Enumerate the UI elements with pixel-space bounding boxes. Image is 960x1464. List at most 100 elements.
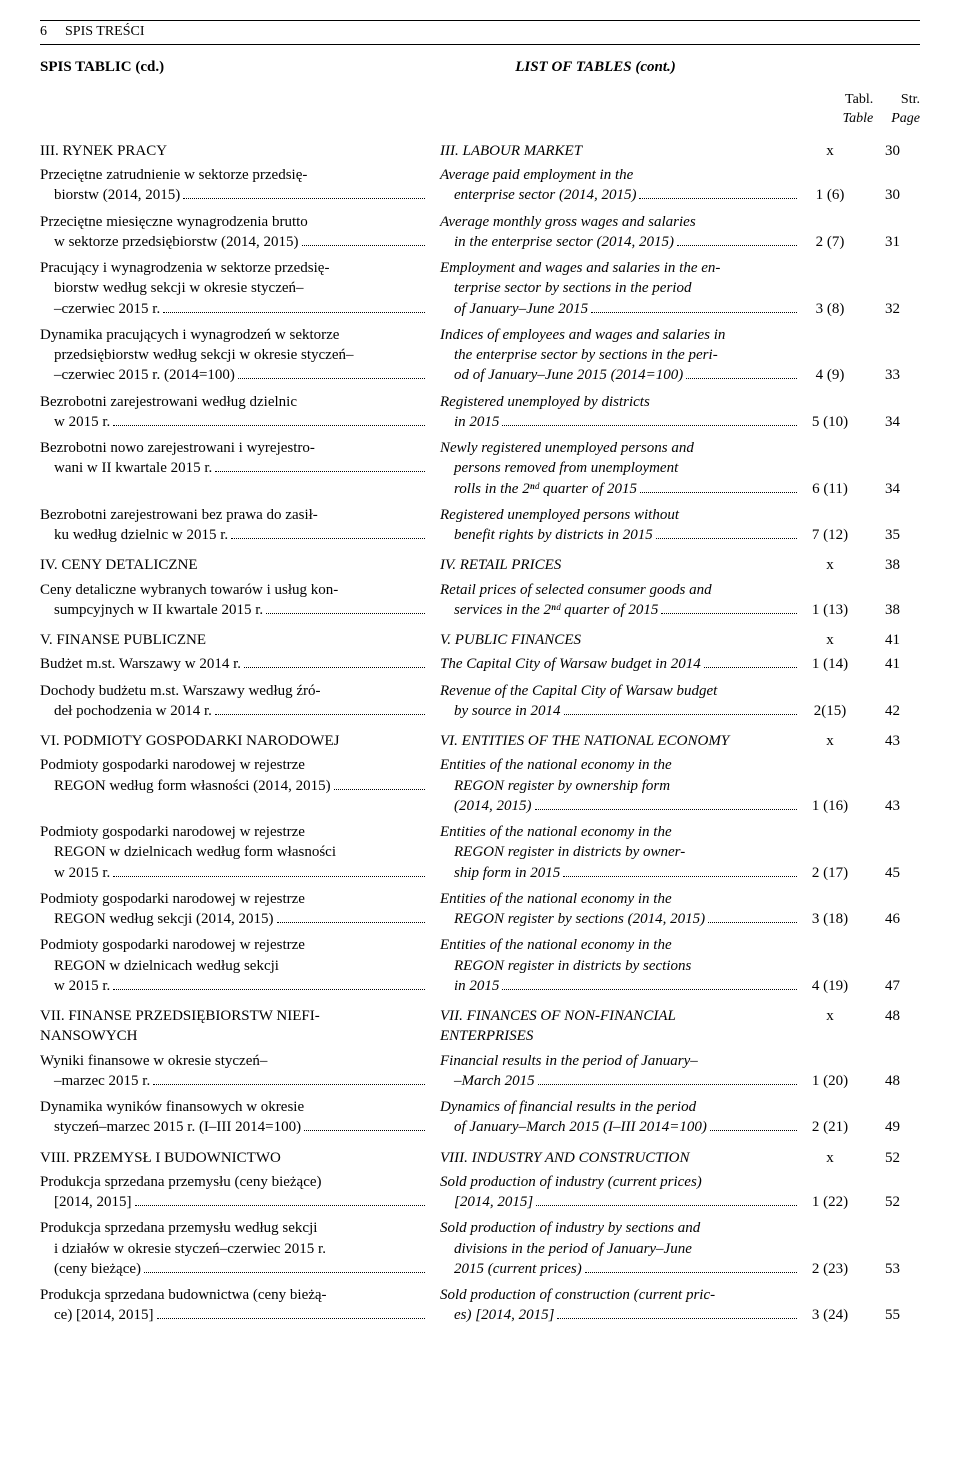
entry-en: Revenue of the Capital City of Warsaw bu…: [440, 681, 800, 722]
page-header-title: SPIS TREŚCI: [65, 23, 145, 42]
section-page: 38: [860, 555, 900, 575]
entry-page: 53: [860, 1259, 900, 1279]
entry-en: Indices of employees and wages and salar…: [440, 325, 800, 386]
toc-entry: Bezrobotni nowo zarejestrowani i wyrejes…: [40, 438, 920, 499]
entry-tabl: 1 (13): [800, 600, 860, 620]
section-page: 48: [860, 1006, 900, 1026]
entry-tabl: 2(15): [800, 701, 860, 721]
entry-tabl: 1 (14): [800, 654, 860, 674]
entry-pl: Bezrobotni zarejestrowani bez prawa do z…: [40, 505, 440, 546]
section-pl: VIII. PRZEMYSŁ I BUDOWNICTWO: [40, 1148, 440, 1168]
entry-pl: Przeciętne zatrudnienie w sektorze przed…: [40, 165, 440, 206]
entry-page: 32: [860, 299, 900, 319]
entry-tabl: 2 (23): [800, 1259, 860, 1279]
entry-en: Entities of the national economy in theR…: [440, 889, 800, 930]
section-pl: V. FINANSE PUBLICZNE: [40, 630, 440, 650]
entry-tabl: 3 (18): [800, 909, 860, 929]
entry-tabl: 2 (21): [800, 1117, 860, 1137]
section-en: VIII. INDUSTRY AND CONSTRUCTION: [440, 1148, 800, 1168]
toc-section: VI. PODMIOTY GOSPODARKI NARODOWEJVI. ENT…: [40, 731, 920, 751]
toc-entry: Podmioty gospodarki narodowej w rejestrz…: [40, 935, 920, 996]
entry-page: 38: [860, 600, 900, 620]
entry-page: 41: [860, 654, 900, 674]
toc-entry: Produkcja sprzedana przemysłu (ceny bież…: [40, 1172, 920, 1213]
section-pl: VII. FINANSE PRZEDSIĘBIORSTW NIEFI- NANS…: [40, 1006, 440, 1047]
section-page: 43: [860, 731, 900, 751]
section-tabl: x: [800, 630, 860, 650]
entry-pl: Dochody budżetu m.st. Warszawy według źr…: [40, 681, 440, 722]
entry-tabl: 1 (16): [800, 796, 860, 816]
toc-entry: Produkcja sprzedana budownictwa (ceny bi…: [40, 1285, 920, 1326]
entry-en: Average paid employment in theenterprise…: [440, 165, 800, 206]
title-left: SPIS TABLIC (cd.): [40, 57, 462, 77]
entry-tabl: 1 (6): [800, 185, 860, 205]
section-page: 30: [860, 141, 900, 161]
entry-page: 31: [860, 232, 900, 252]
entry-pl: Dynamika pracujących i wynagrodzeń w sek…: [40, 325, 440, 386]
entry-en: Entities of the national economy in theR…: [440, 935, 800, 996]
toc-entry: Dochody budżetu m.st. Warszawy według źr…: [40, 681, 920, 722]
entry-pl: Podmioty gospodarki narodowej w rejestrz…: [40, 889, 440, 930]
toc-section: VII. FINANSE PRZEDSIĘBIORSTW NIEFI- NANS…: [40, 1006, 920, 1047]
toc-entry: Przeciętne miesięczne wynagrodzenia brut…: [40, 212, 920, 253]
entry-pl: Podmioty gospodarki narodowej w rejestrz…: [40, 822, 440, 883]
entry-tabl: 4 (19): [800, 976, 860, 996]
section-pl: III. RYNEK PRACY: [40, 141, 440, 161]
list-titles: SPIS TABLIC (cd.)LIST OF TABLES (cont.): [40, 57, 920, 77]
entry-en: Retail prices of selected consumer goods…: [440, 580, 800, 621]
entry-tabl: 3 (8): [800, 299, 860, 319]
section-page: 52: [860, 1148, 900, 1168]
section-tabl: x: [800, 731, 860, 751]
entry-page: 52: [860, 1192, 900, 1212]
entry-pl: Bezrobotni nowo zarejestrowani i wyrejes…: [40, 438, 440, 479]
document-page: 6 SPIS TREŚCI SPIS TABLIC (cd.)LIST OF TAB…: [40, 20, 920, 1326]
entry-page: 42: [860, 701, 900, 721]
entry-tabl: 5 (10): [800, 412, 860, 432]
section-pl: VI. PODMIOTY GOSPODARKI NARODOWEJ: [40, 731, 440, 751]
entry-tabl: 4 (9): [800, 365, 860, 385]
toc-entry: Bezrobotni zarejestrowani według dzielni…: [40, 392, 920, 433]
toc-entry: Dynamika pracujących i wynagrodzeń w sek…: [40, 325, 920, 386]
toc-entry: Przeciętne zatrudnienie w sektorze przed…: [40, 165, 920, 206]
section-tabl: x: [800, 1148, 860, 1168]
toc-entry: Budżet m.st. Warszawy w 2014 r.The Capit…: [40, 654, 920, 674]
toc-section: VIII. PRZEMYSŁ I BUDOWNICTWOVIII. INDUST…: [40, 1148, 920, 1168]
entry-page: 34: [860, 412, 900, 432]
entry-page: 35: [860, 525, 900, 545]
toc-section: V. FINANSE PUBLICZNEV. PUBLIC FINANCESx4…: [40, 630, 920, 650]
entry-en: Employment and wages and salaries in the…: [440, 258, 800, 319]
entry-pl: Produkcja sprzedana przemysłu według sek…: [40, 1218, 440, 1279]
page-number: 6: [40, 23, 47, 42]
toc-entry: Produkcja sprzedana przemysłu według sek…: [40, 1218, 920, 1279]
section-en: III. LABOUR MARKET: [440, 141, 800, 161]
toc-entry: Ceny detaliczne wybranych towarów i usłu…: [40, 580, 920, 621]
entry-page: 34: [860, 479, 900, 499]
entry-page: 43: [860, 796, 900, 816]
entry-tabl: 1 (22): [800, 1192, 860, 1212]
section-en: VII. FINANCES OF NON-FINANCIAL ENTERPRIS…: [440, 1006, 800, 1047]
column-headers: Tabl.TableStr.Page: [40, 91, 920, 129]
toc-entry: Podmioty gospodarki narodowej w rejestrz…: [40, 822, 920, 883]
page-header: 6 SPIS TREŚCI: [40, 20, 920, 45]
entry-pl: Produkcja sprzedana budownictwa (ceny bi…: [40, 1285, 440, 1326]
entry-pl: Dynamika wyników finansowych w okresiest…: [40, 1097, 440, 1138]
entry-pl: Podmioty gospodarki narodowej w rejestrz…: [40, 935, 440, 996]
entry-tabl: 6 (11): [800, 479, 860, 499]
entry-en: Registered unemployed by districtsin 201…: [440, 392, 800, 433]
section-tabl: x: [800, 141, 860, 161]
entry-pl: Wyniki finansowe w okresie styczeń––marz…: [40, 1051, 440, 1092]
entry-page: 47: [860, 976, 900, 996]
toc-entry: Wyniki finansowe w okresie styczeń––marz…: [40, 1051, 920, 1092]
entry-en: Entities of the national economy in theR…: [440, 755, 800, 816]
entry-en: Financial results in the period of Janua…: [440, 1051, 800, 1092]
section-en: VI. ENTITIES OF THE NATIONAL ECONOMY: [440, 731, 800, 751]
entry-pl: Pracujący i wynagrodzenia w sektorze prz…: [40, 258, 440, 319]
toc-section: III. RYNEK PRACYIII. LABOUR MARKETx30: [40, 141, 920, 161]
entry-tabl: 3 (24): [800, 1305, 860, 1325]
tabl-header: Tabl.Table: [843, 91, 874, 129]
section-tabl: x: [800, 1006, 860, 1026]
section-en: V. PUBLIC FINANCES: [440, 630, 800, 650]
entry-pl: Bezrobotni zarejestrowani według dzielni…: [40, 392, 440, 433]
entry-en: Registered unemployed persons withoutben…: [440, 505, 800, 546]
entry-en: Dynamics of financial results in the per…: [440, 1097, 800, 1138]
